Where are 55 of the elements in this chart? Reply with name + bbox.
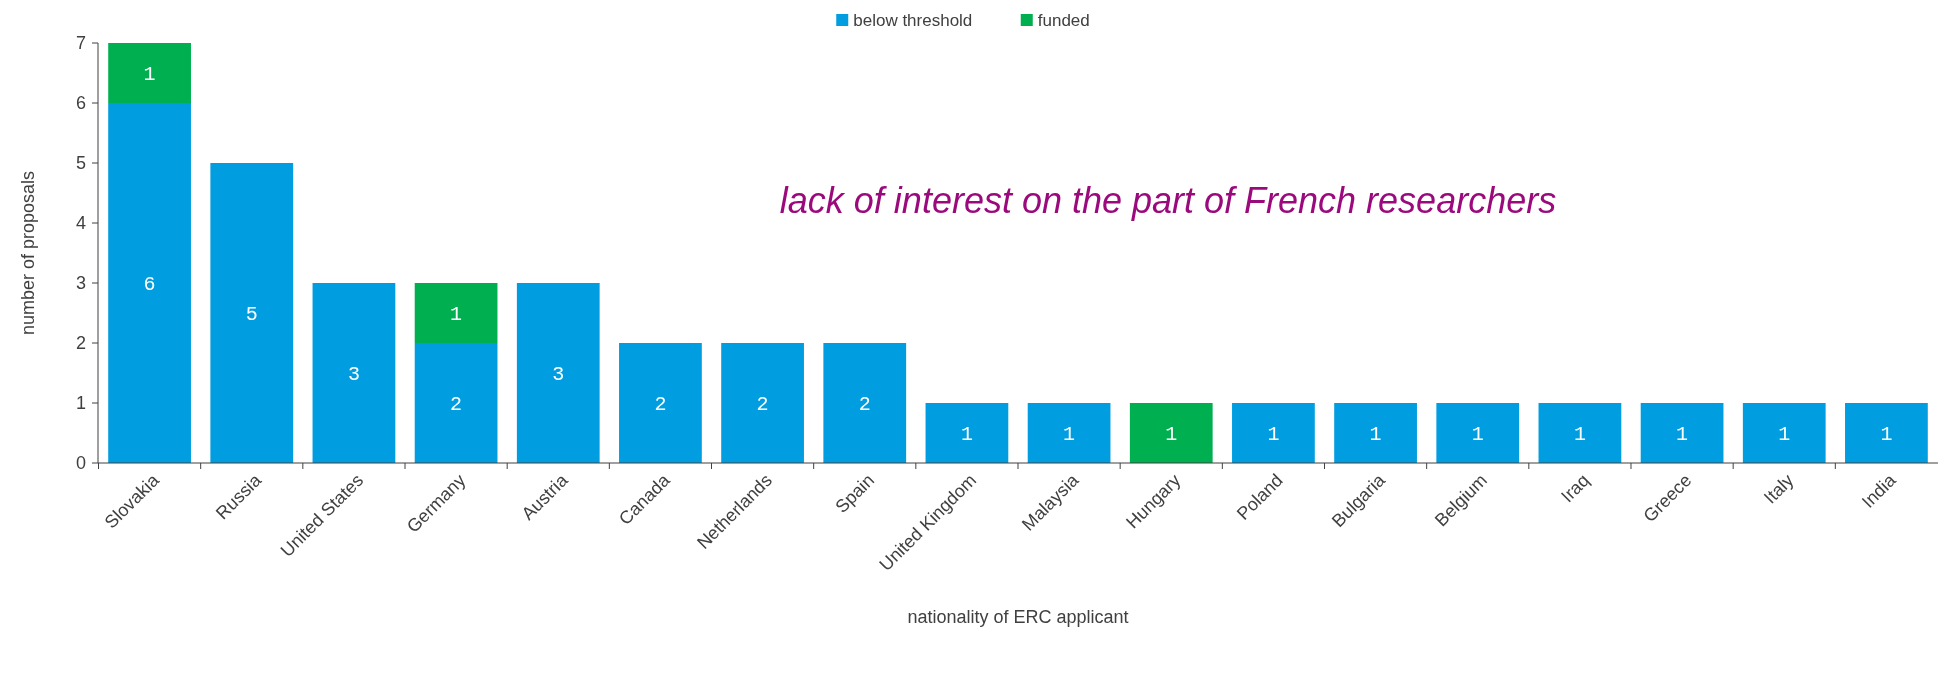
bar (925, 403, 1009, 463)
data-label: 1 (1369, 423, 1382, 446)
data-label: 2 (756, 393, 769, 416)
data-label: 3 (347, 363, 360, 386)
x-axis-title: nationality of ERC applicant (907, 607, 1129, 627)
bar (721, 343, 804, 463)
data-label: 1 (143, 63, 156, 86)
bar (210, 163, 294, 463)
y-tick-label: 4 (75, 213, 86, 234)
data-label: 1 (1676, 423, 1689, 446)
bar (312, 283, 396, 463)
data-label: 2 (858, 393, 871, 416)
y-axis-title: number of proposals (18, 170, 38, 336)
y-tick-label: 6 (75, 93, 86, 114)
data-label: 1 (960, 423, 973, 446)
y-tick-label: 5 (75, 153, 86, 174)
y-tick-label: 3 (75, 273, 86, 294)
legend-label: below threshold (853, 10, 973, 30)
y-tick-label: 0 (75, 453, 86, 474)
data-label: 1 (1573, 423, 1586, 446)
y-tick-label: 1 (75, 393, 86, 414)
data-label: 1 (1778, 423, 1791, 446)
data-label: 3 (552, 363, 565, 386)
data-label: 1 (1471, 423, 1484, 446)
data-label: 2 (654, 393, 667, 416)
legend-label: funded (1037, 10, 1090, 30)
x-tick-label: Iraq (1557, 470, 1594, 507)
bar (823, 343, 907, 463)
y-tick-label: 2 (75, 333, 86, 354)
x-tick-label: Italy (1760, 470, 1798, 508)
data-label: 1 (1063, 423, 1076, 446)
data-label: 1 (1880, 423, 1893, 446)
bar (1640, 403, 1724, 463)
bar (108, 43, 191, 103)
bar (1232, 403, 1315, 463)
data-label: 2 (450, 393, 463, 416)
bar (516, 283, 600, 463)
data-label: 1 (1267, 423, 1280, 446)
data-label: 1 (450, 303, 463, 326)
annotation: lack of interest on the part of French researchers (779, 180, 1557, 221)
bar (414, 343, 498, 463)
bar (1436, 403, 1520, 463)
bar (1129, 403, 1213, 463)
bar (414, 283, 498, 343)
bar (1027, 403, 1111, 463)
bar (1538, 403, 1622, 463)
bar (108, 103, 191, 463)
y-tick-label: 7 (75, 33, 86, 54)
bar (1742, 403, 1826, 463)
data-label: 6 (143, 273, 156, 296)
data-label: 1 (1165, 423, 1178, 446)
data-label: 5 (245, 303, 258, 326)
bar (619, 343, 702, 463)
bar (1845, 403, 1928, 463)
bar (1334, 403, 1417, 463)
